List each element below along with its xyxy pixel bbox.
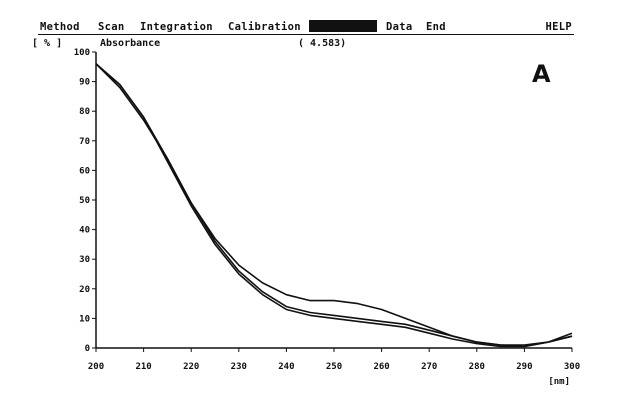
menu-bar: Method Scan Integration Calibration Data… xyxy=(38,20,574,35)
y-tick-label: 70 xyxy=(79,137,90,147)
series-line-3 xyxy=(95,63,573,348)
y-axis-title: Absorbance xyxy=(100,38,161,49)
y-tick-label: 50 xyxy=(79,196,90,206)
menu-end[interactable]: End xyxy=(426,21,446,33)
panel-label: A xyxy=(532,60,551,88)
menu-help[interactable]: HELP xyxy=(545,21,572,33)
y-tick-label: 40 xyxy=(79,226,90,236)
x-tick-label: 240 xyxy=(278,362,294,372)
x-tick-label: 230 xyxy=(231,362,247,372)
y-tick-label: 10 xyxy=(79,314,90,324)
x-axis-title: [nm] xyxy=(548,377,570,387)
x-tick-label: 260 xyxy=(373,362,389,372)
y-tick-label: 90 xyxy=(79,78,90,88)
series-line-2 xyxy=(95,63,573,348)
x-tick-label: 280 xyxy=(469,362,485,372)
x-tick-label: 300 xyxy=(564,362,580,372)
y-tick-label: 60 xyxy=(79,166,90,176)
y-tick-label: 80 xyxy=(79,107,90,117)
series-line-1 xyxy=(95,63,573,346)
y-tick-label: 0 xyxy=(85,344,90,354)
x-tick-label: 270 xyxy=(421,362,437,372)
cursor-readout: ( 4.583) xyxy=(298,38,347,49)
x-tick-label: 290 xyxy=(516,362,532,372)
y-tick-label: 20 xyxy=(79,285,90,295)
menu-method[interactable]: Method xyxy=(40,21,80,33)
x-tick-label: 250 xyxy=(326,362,342,372)
menu-data[interactable]: Data xyxy=(386,21,413,33)
menu-highlighted-item[interactable] xyxy=(309,20,377,32)
y-tick-label: 30 xyxy=(79,255,90,265)
menu-integration[interactable]: Integration xyxy=(140,21,213,33)
y-axis-unit: [ % ] xyxy=(32,38,63,49)
x-tick-label: 200 xyxy=(88,362,104,372)
x-tick-label: 220 xyxy=(183,362,199,372)
menu-scan[interactable]: Scan xyxy=(98,21,125,33)
x-tick-label: 210 xyxy=(135,362,151,372)
y-tick-label: 100 xyxy=(74,48,90,58)
menu-calibration[interactable]: Calibration xyxy=(228,21,301,33)
